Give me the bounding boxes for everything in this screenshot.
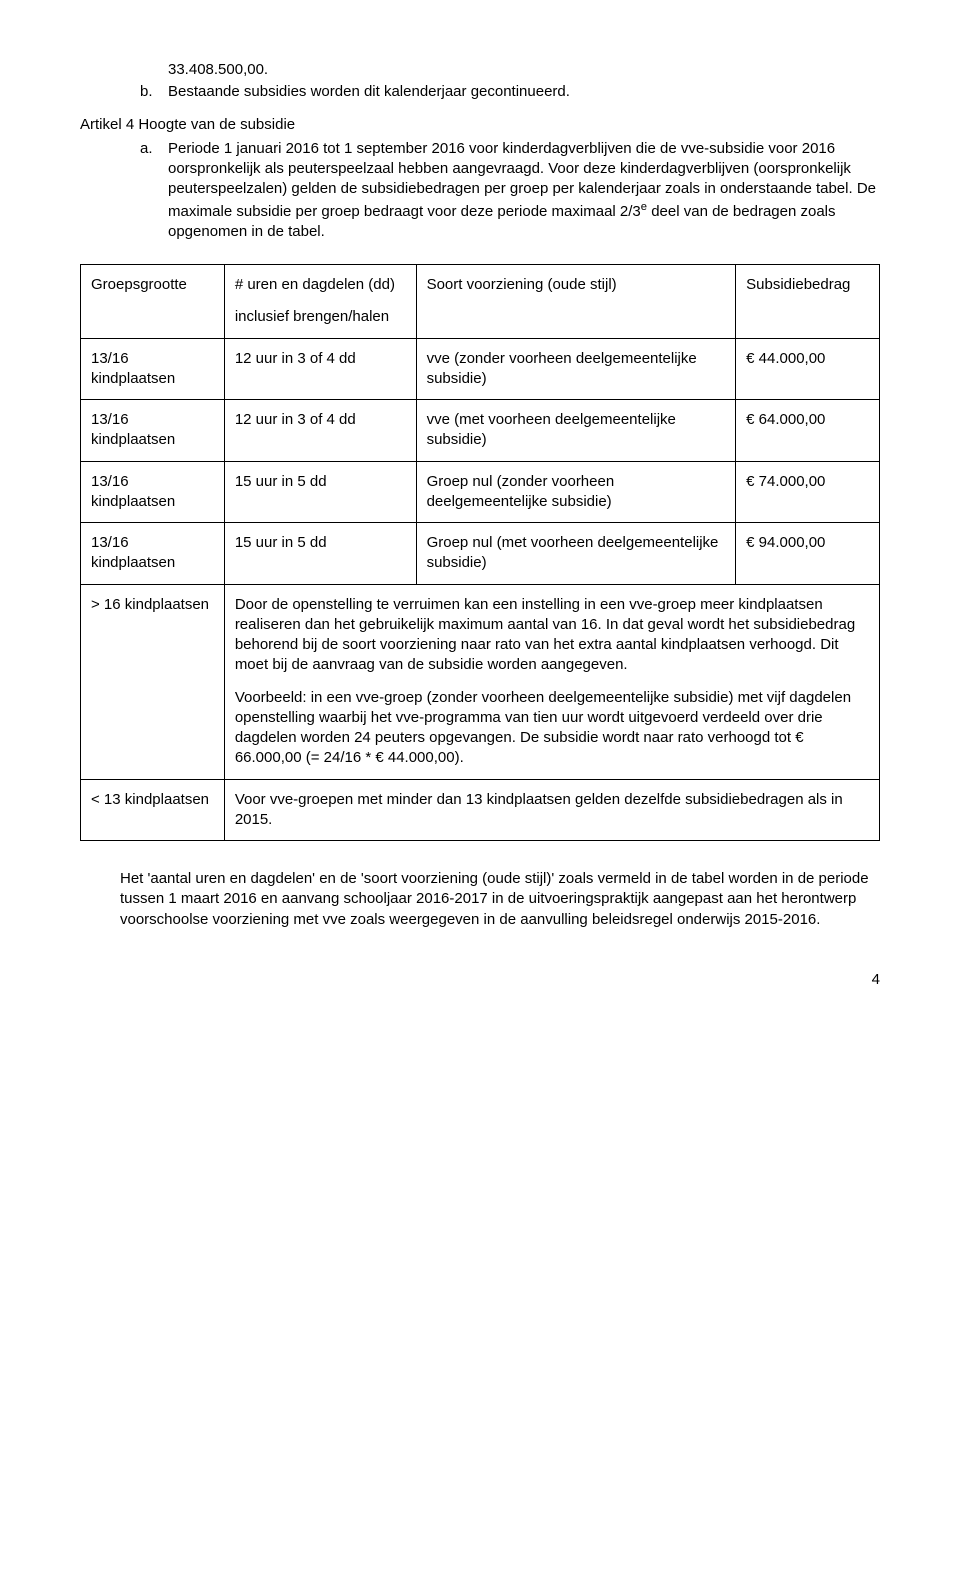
lt13-p1: Voor vve-groepen met minder dan 13 kindp… [235,790,869,831]
cell-soort: Groep nul (zonder voorheen deelgemeentel… [416,461,736,523]
intro-first-line-row: 33.408.500,00. [140,60,880,80]
cell-uren: 15 uur in 5 dd [224,461,416,523]
cell-groep: 13/16 kindplaatsen [81,523,225,585]
cell-groep: 13/16 kindplaatsen [81,338,225,400]
cell-groep-gt16: > 16 kindplaatsen [81,584,225,779]
empty-marker [140,60,168,80]
header-uren: # uren en dagdelen (dd) inclusief brenge… [224,265,416,339]
cell-lt13-text: Voor vve-groepen met minder dan 13 kindp… [224,779,879,841]
cell-bedrag: € 94.000,00 [736,523,880,585]
header-soort: Soort voorziening (oude stijl) [416,265,736,339]
cell-groep: 13/16 kindplaatsen [81,400,225,462]
table-row: 13/16 kindplaatsen 15 uur in 5 dd Groep … [81,523,880,585]
header-uren-line1: # uren en dagdelen (dd) [235,275,406,295]
table-row: 13/16 kindplaatsen 12 uur in 3 of 4 dd v… [81,400,880,462]
cell-uren: 15 uur in 5 dd [224,523,416,585]
cell-groep: 13/16 kindplaatsen [81,461,225,523]
artikel-4-heading: Artikel 4 Hoogte van de subsidie [80,115,880,135]
cell-groep-lt13: < 13 kindplaatsen [81,779,225,841]
item-a-marker: a. [140,139,168,242]
header-uren-line2: inclusief brengen/halen [235,307,406,327]
table-span-row: > 16 kindplaatsen Door de openstelling t… [81,584,880,779]
cell-uren: 12 uur in 3 of 4 dd [224,400,416,462]
cell-soort: Groep nul (met voorheen deelgemeentelijk… [416,523,736,585]
subsidie-table: Groepsgrootte # uren en dagdelen (dd) in… [80,264,880,841]
item-a-block: a. Periode 1 januari 2016 tot 1 septembe… [140,139,880,242]
cell-gt16-text: Door de openstelling te verruimen kan ee… [224,584,879,779]
item-b-marker: b. [140,82,168,102]
footer-paragraph: Het 'aantal uren en dagdelen' en de 'soo… [120,869,880,930]
header-subsidie: Subsidiebedrag [736,265,880,339]
cell-soort: vve (zonder voorheen deelgemeentelijke s… [416,338,736,400]
intro-first-line: 33.408.500,00. [168,60,880,80]
item-a-content: Periode 1 januari 2016 tot 1 september 2… [168,139,880,242]
cell-bedrag: € 64.000,00 [736,400,880,462]
page-number: 4 [80,970,880,990]
table-span-row: < 13 kindplaatsen Voor vve-groepen met m… [81,779,880,841]
item-b-text: Bestaande subsidies worden dit kalenderj… [168,82,880,102]
header-groepsgrootte: Groepsgrootte [81,265,225,339]
intro-item-b: b. Bestaande subsidies worden dit kalend… [140,82,880,102]
table-header-row: Groepsgrootte # uren en dagdelen (dd) in… [81,265,880,339]
cell-bedrag: € 74.000,00 [736,461,880,523]
gt16-p1: Door de openstelling te verruimen kan ee… [235,595,869,676]
gt16-p2: Voorbeeld: in een vve-groep (zonder voor… [235,688,869,769]
table-row: 13/16 kindplaatsen 15 uur in 5 dd Groep … [81,461,880,523]
cell-bedrag: € 44.000,00 [736,338,880,400]
intro-block: 33.408.500,00. b. Bestaande subsidies wo… [140,60,880,103]
cell-soort: vve (met voorheen deelgemeentelijke subs… [416,400,736,462]
item-a-row: a. Periode 1 januari 2016 tot 1 septembe… [140,139,880,242]
table-row: 13/16 kindplaatsen 12 uur in 3 of 4 dd v… [81,338,880,400]
cell-uren: 12 uur in 3 of 4 dd [224,338,416,400]
